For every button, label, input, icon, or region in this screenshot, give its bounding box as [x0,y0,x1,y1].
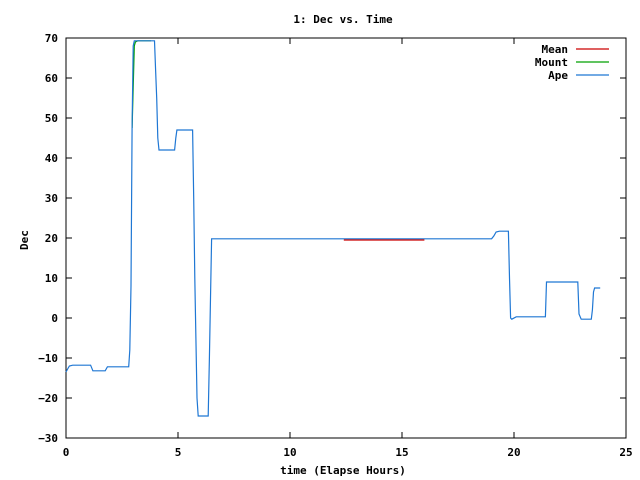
y-tick-label: 20 [45,232,58,245]
y-tick-label: 40 [45,152,58,165]
y-tick-label: 50 [45,112,58,125]
legend-label-mean: Mean [542,43,569,56]
y-tick-label: 0 [51,312,58,325]
y-tick-label: 10 [45,272,58,285]
y-axis-label: Dec [18,230,31,250]
x-tick-label: 5 [175,446,182,459]
series-line-ape [65,40,601,417]
x-tick-label: 15 [395,446,408,459]
legend-label-mount: Mount [535,56,568,69]
x-tick-label: 20 [507,446,520,459]
x-tick-label: 10 [283,446,296,459]
x-tick-label: 25 [619,446,632,459]
y-tick-label: 60 [45,72,58,85]
x-tick-label: 0 [63,446,70,459]
y-tick-label: 30 [45,192,58,205]
x-axis-label: time (Elapse Hours) [280,464,406,477]
y-tick-label: −30 [38,432,58,445]
y-tick-label: 70 [45,32,58,45]
y-tick-label: −10 [38,352,58,365]
chart-title: 1: Dec vs. Time [293,13,393,26]
legend-label-ape: Ape [548,69,568,82]
y-tick-label: −20 [38,392,58,405]
